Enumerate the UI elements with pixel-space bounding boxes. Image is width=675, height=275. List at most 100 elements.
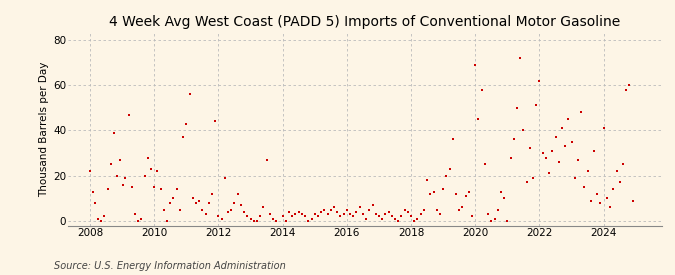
Point: [576, 110, 587, 114]
Point: [554, 160, 564, 164]
Point: [219, 176, 230, 180]
Point: [109, 130, 119, 135]
Point: [146, 167, 157, 171]
Text: Source: U.S. Energy Information Administration: Source: U.S. Energy Information Administ…: [54, 261, 286, 271]
Point: [229, 201, 240, 205]
Point: [84, 169, 95, 173]
Point: [524, 146, 535, 151]
Point: [614, 180, 625, 185]
Point: [223, 210, 234, 214]
Point: [550, 135, 561, 139]
Point: [139, 174, 150, 178]
Point: [406, 214, 416, 219]
Point: [618, 162, 628, 167]
Point: [155, 187, 166, 191]
Point: [130, 212, 140, 216]
Point: [332, 210, 343, 214]
Point: [216, 216, 227, 221]
Point: [148, 185, 159, 189]
Point: [608, 187, 619, 191]
Point: [589, 148, 599, 153]
Point: [505, 155, 516, 160]
Point: [213, 214, 224, 219]
Point: [572, 158, 583, 162]
Point: [492, 207, 503, 212]
Point: [360, 216, 371, 221]
Point: [159, 207, 169, 212]
Point: [303, 219, 314, 223]
Point: [386, 214, 397, 219]
Point: [354, 205, 365, 210]
Point: [627, 198, 638, 203]
Point: [99, 214, 110, 219]
Point: [518, 128, 529, 133]
Point: [595, 201, 606, 205]
Point: [512, 106, 522, 110]
Point: [280, 219, 291, 223]
Point: [236, 203, 246, 207]
Point: [402, 210, 413, 214]
Point: [161, 219, 172, 223]
Point: [583, 169, 593, 173]
Point: [245, 216, 256, 221]
Point: [448, 137, 458, 142]
Point: [489, 216, 500, 221]
Point: [431, 207, 442, 212]
Point: [261, 158, 272, 162]
Point: [409, 219, 420, 223]
Point: [345, 212, 356, 216]
Point: [579, 185, 590, 189]
Point: [181, 121, 192, 126]
Point: [96, 219, 107, 223]
Point: [451, 192, 462, 196]
Point: [171, 187, 182, 191]
Point: [143, 155, 154, 160]
Point: [133, 219, 144, 223]
Point: [105, 162, 116, 167]
Point: [117, 183, 128, 187]
Point: [598, 126, 609, 130]
Point: [210, 119, 221, 123]
Point: [313, 214, 323, 219]
Point: [254, 214, 265, 219]
Point: [188, 196, 198, 200]
Point: [566, 139, 577, 144]
Point: [454, 207, 464, 212]
Point: [309, 212, 320, 216]
Point: [367, 203, 378, 207]
Point: [585, 198, 596, 203]
Point: [165, 201, 176, 205]
Point: [114, 158, 125, 162]
Point: [477, 87, 487, 92]
Point: [316, 210, 327, 214]
Point: [89, 201, 100, 205]
Point: [242, 214, 252, 219]
Point: [601, 196, 612, 200]
Point: [126, 185, 137, 189]
Point: [441, 174, 452, 178]
Point: [377, 216, 387, 221]
Point: [284, 210, 294, 214]
Point: [605, 205, 616, 210]
Point: [611, 169, 622, 173]
Point: [428, 189, 439, 194]
Point: [537, 151, 548, 155]
Point: [358, 212, 369, 216]
Point: [457, 205, 468, 210]
Point: [412, 216, 423, 221]
Point: [351, 210, 362, 214]
Point: [534, 78, 545, 83]
Point: [290, 212, 301, 216]
Point: [544, 171, 555, 176]
Point: [300, 214, 310, 219]
Point: [460, 194, 471, 198]
Point: [248, 219, 259, 223]
Point: [293, 210, 304, 214]
Point: [277, 214, 288, 219]
Point: [348, 214, 358, 219]
Point: [470, 62, 481, 67]
Point: [592, 192, 603, 196]
Point: [624, 83, 634, 87]
Point: [271, 219, 281, 223]
Point: [515, 56, 526, 60]
